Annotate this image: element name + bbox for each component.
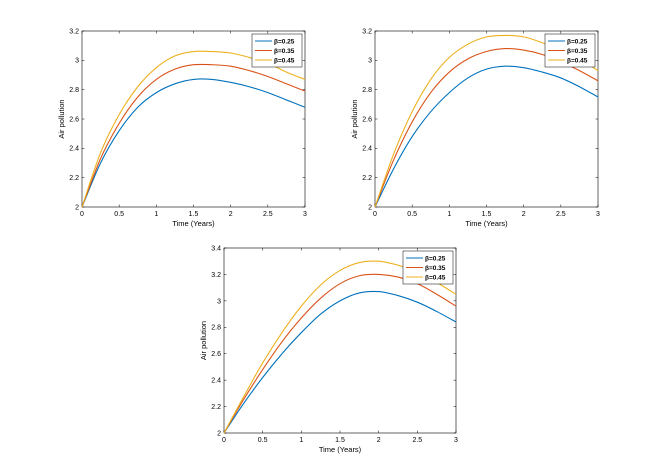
y-tick-label: 3.2 (69, 28, 79, 35)
x-tick-label: 2.5 (556, 211, 566, 218)
series-line-1 (374, 65, 599, 208)
y-tick-label: 3 (217, 298, 221, 305)
legend-box (251, 33, 303, 68)
x-tick-label: 0.5 (258, 437, 268, 444)
y-tick-label: 2.4 (362, 146, 372, 153)
y-tick-label: 2.8 (211, 325, 221, 332)
x-tick-label: 1 (447, 211, 451, 218)
y-tick-label: 2.6 (69, 116, 79, 123)
legend-label-1: β=0.25 (567, 38, 588, 45)
legend-label-2: β=0.35 (567, 48, 588, 55)
x-tick-label: 2 (377, 437, 381, 444)
x-tick-label: 2.5 (412, 437, 422, 444)
y-tick-label: 3.4 (211, 245, 221, 252)
x-axis-label: Time (Years) (172, 219, 215, 228)
x-tick-label: 1.5 (189, 211, 199, 218)
chart-panel-1: 0 0.5 1 1.5 2 2.5 3 2 2.2 2.4 2.6 2.8 3 3.2 Time (Year… (57, 28, 307, 228)
series-line-2 (81, 63, 306, 208)
x-tick-label: 0 (373, 211, 377, 218)
x-axis-label: Time (Years) (319, 445, 362, 454)
legend-label-3: β=0.45 (274, 57, 295, 64)
y-tick-label: 2.6 (362, 116, 372, 123)
y-tick-label: 2.4 (69, 146, 79, 153)
y-axis-label: Air pollution (199, 321, 208, 360)
y-tick-label: 2.6 (211, 351, 221, 358)
y-tick-label: 3 (368, 58, 372, 65)
x-tick-label: 3 (596, 211, 600, 218)
legend: β=0.25 β=0.35 β=0.45 (544, 33, 596, 68)
chart-panel-2: 0 0.5 1 1.5 2 2.5 3 2 2.2 2.4 2.6 2.8 3 3.2 Time (Year… (350, 28, 600, 228)
series-line-1 (81, 78, 306, 208)
y-tick-label: 3.2 (362, 28, 372, 35)
y-tick-label: 2.4 (211, 378, 221, 385)
x-axis-label: Time (Years) (465, 219, 508, 228)
legend-label-3: β=0.45 (425, 274, 446, 281)
legend-label-1: β=0.25 (274, 38, 295, 45)
y-tick-label: 3 (75, 58, 79, 65)
x-tick-label: 1 (154, 211, 158, 218)
series-line-1 (223, 290, 457, 434)
y-tick-label: 2.8 (362, 87, 372, 94)
x-tick-label: 3 (303, 211, 307, 218)
x-tick-label: 1.5 (482, 211, 492, 218)
x-tick-label: 1 (299, 437, 303, 444)
legend-label-3: β=0.45 (567, 57, 588, 64)
y-tick-label: 2 (217, 430, 221, 437)
x-tick-label: 1.5 (335, 437, 345, 444)
x-tick-label: 3 (454, 437, 458, 444)
y-tick-label: 2.8 (69, 87, 79, 94)
chart-panel-3: 0 0.5 1 1.5 2 2.5 3 2 2.2 2.4 2.6 2.8 3 3.2 3.4 Time (Y… (199, 245, 458, 454)
y-axis-label: Air pollution (57, 99, 66, 138)
legend: β=0.25 β=0.35 β=0.45 (402, 250, 454, 285)
y-tick-label: 2.2 (211, 404, 221, 411)
x-tick-label: 2 (522, 211, 526, 218)
y-axis-label: Air pollution (350, 99, 359, 138)
x-tick-label: 0 (222, 437, 226, 444)
y-tick-label: 2 (368, 204, 372, 211)
legend-label-2: β=0.35 (425, 265, 446, 272)
y-tick-label: 3.2 (211, 272, 221, 279)
y-tick-label: 2 (75, 204, 79, 211)
x-tick-label: 0 (80, 211, 84, 218)
x-tick-label: 0.5 (114, 211, 124, 218)
y-tick-label: 2.2 (362, 175, 372, 182)
y-tick-label: 2.2 (69, 175, 79, 182)
x-tick-label: 0.5 (407, 211, 417, 218)
legend-label-1: β=0.25 (425, 255, 446, 262)
x-tick-label: 2.5 (263, 211, 273, 218)
legend: β=0.25 β=0.35 β=0.45 (251, 33, 303, 68)
legend-label-2: β=0.35 (274, 48, 295, 55)
x-tick-label: 2 (229, 211, 233, 218)
